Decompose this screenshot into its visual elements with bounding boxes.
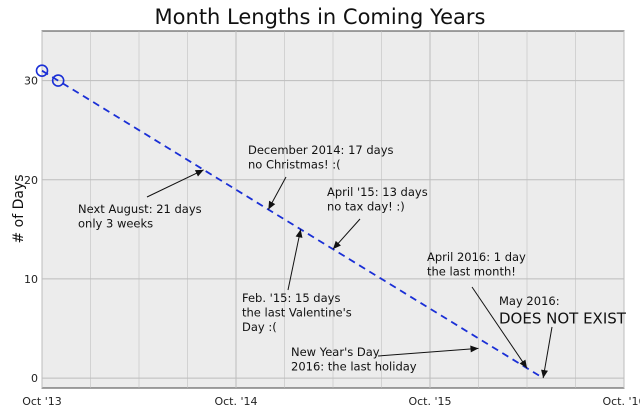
y-tick-label: 30 xyxy=(24,75,38,88)
annotation-text: no tax day! :) xyxy=(327,200,405,214)
annotation-arrow-line xyxy=(542,326,553,379)
annotation-arrowhead xyxy=(268,200,276,210)
x-tick-label: Oct. '16 xyxy=(602,395,640,408)
y-tick-label: 20 xyxy=(24,174,38,187)
annotation: May 2016: DOES NOT EXIST xyxy=(499,294,627,379)
x-tick-label: Oct '13 xyxy=(22,395,62,408)
annotation-text: May 2016: xyxy=(499,294,560,308)
data-point-marker xyxy=(51,74,65,87)
annotation-arrow-line xyxy=(287,229,302,291)
x-tick-label: Oct. '15 xyxy=(408,395,451,408)
annotation-arrow-line xyxy=(146,169,204,198)
annotation-text: New Year's Day xyxy=(291,345,380,359)
annotation-text: April '15: 13 days xyxy=(327,185,428,199)
annotation-text: 2016: the last holiday xyxy=(291,360,417,374)
annotation-text: Next August: 21 days xyxy=(78,202,202,216)
annotation-text: the last Valentine's xyxy=(242,306,352,320)
annotation-arrowhead xyxy=(541,369,548,379)
chart-title: Month Lengths in Coming Years xyxy=(155,5,486,29)
annotation-arrowhead xyxy=(333,240,341,250)
series-line-path xyxy=(41,69,544,379)
annotation-arrowhead xyxy=(295,229,303,238)
y-tick-label: 0 xyxy=(31,372,38,385)
annotation-text: only 3 weeks xyxy=(78,217,153,231)
x-tick-label: Oct. '14 xyxy=(214,395,257,408)
annotation-text: DOES NOT EXIST xyxy=(499,310,627,328)
annotation-arrowhead xyxy=(470,345,479,353)
annotation-arrow-line xyxy=(471,286,528,369)
x-tick-labels: Oct '13 Oct. '14 Oct. '15 Oct. '16 xyxy=(22,395,640,408)
grid-lines xyxy=(41,31,625,388)
annotation-text: Feb. '15: 15 days xyxy=(242,291,340,305)
series-line xyxy=(35,64,544,379)
annotation-text: Day :( xyxy=(242,320,277,334)
annotation-text: the last month! xyxy=(427,265,516,279)
data-point-marker xyxy=(35,64,49,77)
annotation-arrow-line xyxy=(377,347,479,357)
annotation-arrowhead xyxy=(194,169,204,177)
annotation-arrowhead xyxy=(519,359,527,369)
y-tick-labels: 0 10 20 30 xyxy=(24,75,38,386)
y-axis-label: # of Days xyxy=(11,174,27,243)
annotation-text: December 2014: 17 days xyxy=(248,143,394,157)
y-tick-label: 10 xyxy=(24,273,38,286)
annotation-text: no Christmas! :( xyxy=(248,158,341,172)
annotation-text: April 2016: 1 day xyxy=(427,250,526,264)
